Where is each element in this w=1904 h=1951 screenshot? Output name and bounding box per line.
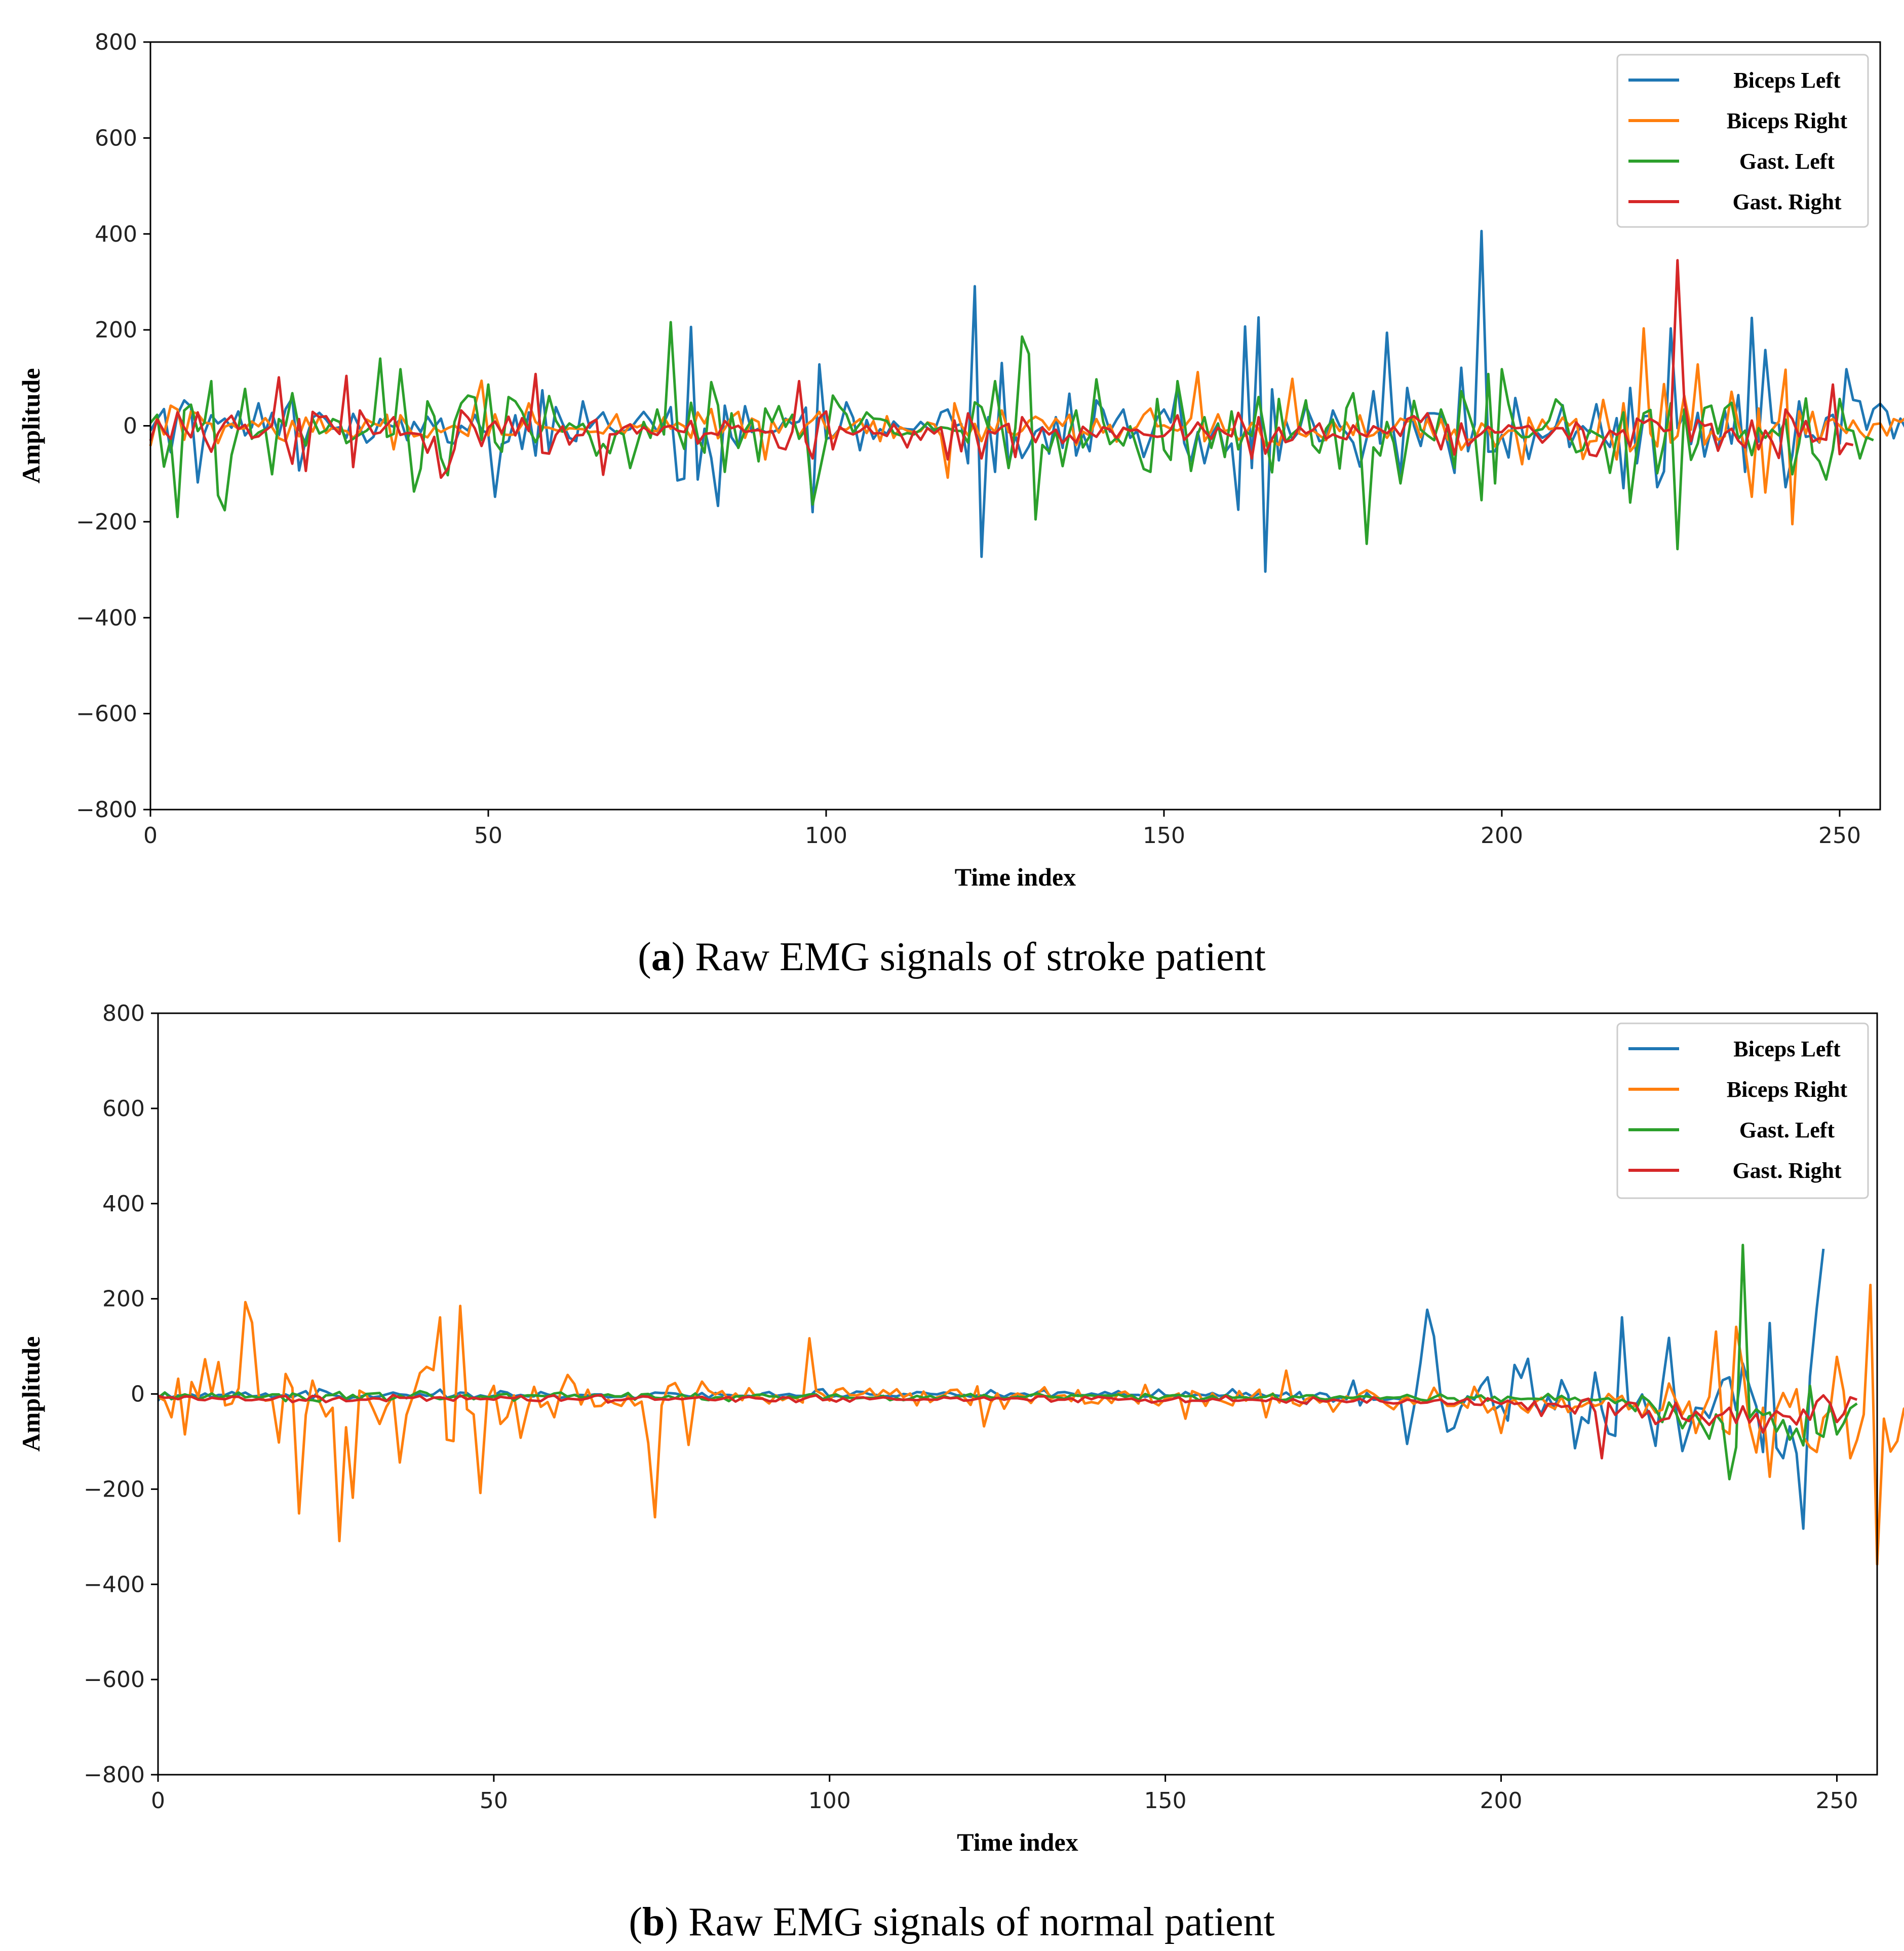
y-tick-label: 0 [131, 1382, 145, 1407]
series-line-gast-right [149, 259, 1854, 479]
x-tick-label: 250 [1818, 823, 1861, 849]
x-tick-label: 150 [1143, 823, 1185, 849]
y-tick-label: −200 [76, 509, 137, 535]
y-tick-label: 400 [102, 1191, 145, 1217]
panel-a-x-axis-label: Time index [955, 863, 1076, 891]
series-line-biceps-right [149, 327, 1904, 526]
x-tick-label: 100 [808, 1788, 851, 1814]
x-tick-label: 50 [480, 1788, 508, 1814]
y-tick-label: −400 [76, 605, 137, 631]
legend-label: Biceps Right [1727, 1077, 1848, 1102]
y-tick-label: 600 [95, 125, 137, 151]
x-tick-label: 200 [1480, 1788, 1523, 1814]
y-tick-label: 600 [102, 1096, 145, 1122]
panel-b-chart: 0 50 100 150 200 250 −800 −600 −400 −200 0 200 400 60… [17, 1001, 1904, 1856]
x-tick-label: 0 [143, 823, 158, 849]
panel-b-x-axis-label: Time index [957, 1828, 1078, 1856]
y-tick-label: −800 [76, 797, 137, 823]
panel-b-legend: Biceps Left Biceps Right Gast. Left Gast. R… [1616, 1022, 1869, 1199]
legend-label: Biceps Right [1727, 108, 1848, 133]
y-tick-label: 200 [95, 317, 137, 343]
legend-label: Gast. Right [1732, 189, 1841, 214]
series-line-biceps-right [157, 1283, 1904, 1566]
x-tick-label: 200 [1481, 823, 1523, 849]
panel-a-caption: (a) Raw EMG signals of stroke patient [638, 935, 1266, 979]
panel-b-ticks: 0 50 100 150 200 250 −800 −600 −400 −200 0 200 400 60… [84, 1001, 1858, 1814]
y-tick-label: −400 [84, 1572, 145, 1597]
x-tick-label: 100 [805, 823, 847, 849]
panel-b-caption-text: Raw EMG signals of normal patient [688, 1900, 1275, 1944]
legend-label: Biceps Left [1733, 68, 1841, 93]
panel-b-y-axis-label: Amplitude [17, 1336, 45, 1452]
x-tick-label: 250 [1815, 1788, 1858, 1814]
legend-box [1616, 54, 1869, 228]
series-line-gast-right [158, 1393, 1858, 1460]
y-tick-label: −800 [84, 1762, 145, 1788]
y-tick-label: 800 [95, 29, 137, 55]
y-tick-label: −200 [84, 1476, 145, 1502]
panel-a-caption-letter: a [651, 935, 672, 979]
series-line-gast-left [157, 1244, 1858, 1481]
panel-b-caption-letter: b [642, 1900, 665, 1944]
x-tick-label: 50 [474, 823, 502, 849]
y-tick-label: 800 [102, 1001, 145, 1026]
y-tick-label: 0 [123, 413, 137, 439]
panel-a-caption-text: Raw EMG signals of stroke patient [695, 935, 1265, 979]
x-tick-label: 150 [1144, 1788, 1187, 1814]
y-tick-label: 200 [102, 1286, 145, 1312]
y-tick-label: −600 [76, 701, 137, 727]
legend-label: Gast. Right [1732, 1158, 1841, 1183]
series-line-biceps-left [157, 1248, 1825, 1530]
legend-box [1616, 1022, 1869, 1199]
panel-a-y-axis-label: Amplitude [17, 368, 45, 484]
panel-a-legend: Biceps Left Biceps Right Gast. Left Gast. R… [1616, 54, 1869, 228]
x-tick-label: 0 [151, 1788, 165, 1814]
legend-label: Gast. Left [1739, 149, 1835, 174]
panel-b-caption: (b) Raw EMG signals of normal patient [629, 1900, 1274, 1944]
panel-a-chart: 0 50 100 150 200 250 −800 −600 −400 −200 0 200 400 60… [17, 29, 1904, 891]
y-tick-label: −600 [84, 1667, 145, 1693]
panel-a-series [149, 229, 1904, 573]
legend-label: Gast. Left [1739, 1118, 1835, 1142]
panel-b-series [157, 1244, 1904, 1566]
legend-label: Biceps Left [1733, 1037, 1841, 1061]
panel-a-ticks: 0 50 100 150 200 250 −800 −600 −400 −200 0 200 400 60… [76, 29, 1861, 849]
series-line-biceps-left [149, 229, 1904, 573]
y-tick-label: 400 [95, 221, 137, 247]
